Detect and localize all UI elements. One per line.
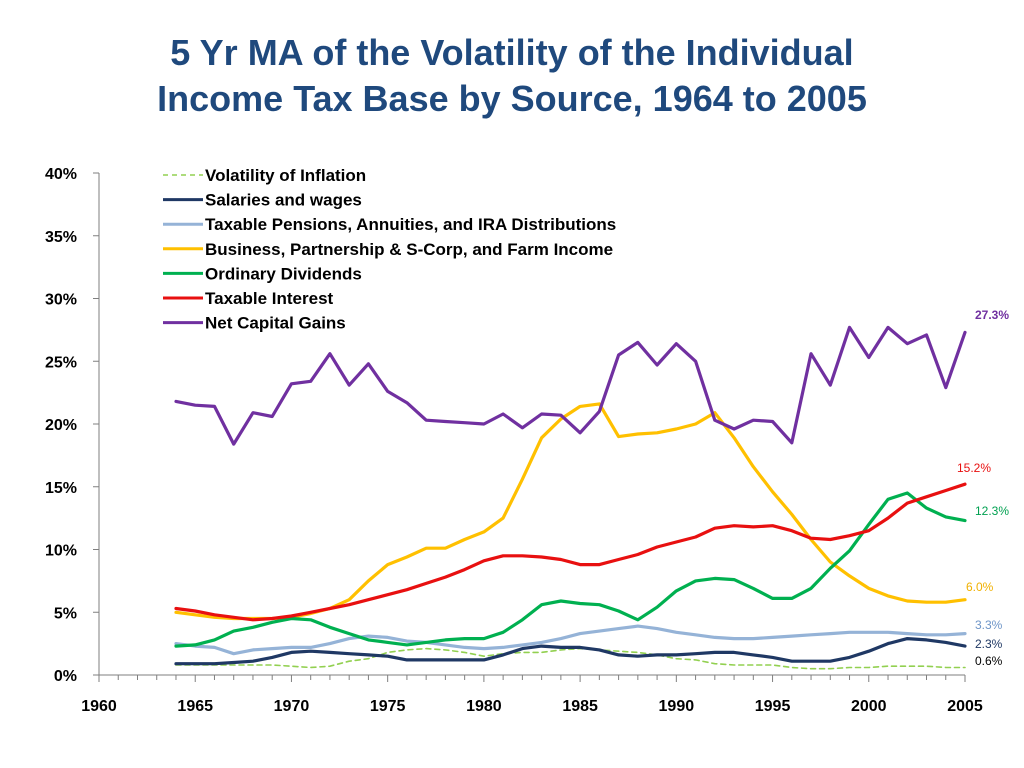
- y-tick-label: 0%: [54, 668, 77, 685]
- x-tick-label: 1975: [370, 698, 406, 715]
- x-tick-label: 1985: [562, 698, 598, 715]
- series-line-1: [174, 636, 967, 666]
- legend-label: Net Capital Gains: [205, 314, 346, 333]
- series-layer: [174, 325, 967, 670]
- series-end-label: 0.6%: [975, 654, 1003, 668]
- x-tick-label: 1995: [755, 698, 791, 715]
- x-tick-label: 1980: [466, 698, 502, 715]
- series-line-2: [174, 624, 967, 656]
- chart-legend: Volatility of Inflation Salaries and wage…: [163, 166, 616, 333]
- series-line-0: [175, 647, 966, 670]
- legend-item: Taxable Interest: [163, 289, 334, 308]
- legend-label: Taxable Pensions, Annuities, and IRA Dis…: [205, 215, 616, 234]
- y-tick-label: 15%: [45, 480, 77, 497]
- series-end-label: 3.3%: [975, 618, 1003, 632]
- chart-title-line-2: Income Tax Base by Source, 1964 to 2005: [157, 78, 867, 119]
- legend-label: Salaries and wages: [205, 191, 362, 210]
- end-labels: 0.6% 2.3% 3.3% 6.0% 12.3% 15.2% 27.3%: [957, 308, 1009, 668]
- y-tick-label: 20%: [45, 417, 77, 434]
- chart-title: 5 Yr MA of the Volatility of the Individ…: [0, 30, 1024, 122]
- series-end-label: 2.3%: [975, 637, 1003, 651]
- series-end-label: 15.2%: [957, 461, 991, 475]
- y-tick-label: 35%: [45, 229, 77, 246]
- x-tick-label: 1960: [81, 698, 117, 715]
- series-end-label: 6.0%: [966, 580, 994, 594]
- x-tick-label: 2005: [947, 698, 983, 715]
- chart-title-line-1: 5 Yr MA of the Volatility of the Individ…: [170, 32, 854, 73]
- series-line-3: [174, 402, 967, 621]
- series-line-5: [174, 482, 967, 622]
- legend-item: Volatility of Inflation: [163, 166, 366, 185]
- x-tick-label: 1965: [177, 698, 213, 715]
- legend-item: Taxable Pensions, Annuities, and IRA Dis…: [163, 215, 616, 234]
- legend-item: Business, Partnership & S-Corp, and Farm…: [163, 240, 613, 259]
- legend-label: Volatility of Inflation: [205, 166, 366, 185]
- y-tick-label: 5%: [54, 605, 77, 622]
- y-tick-label: 40%: [45, 166, 77, 183]
- x-tick-label: 1970: [274, 698, 310, 715]
- x-tick-label: 1990: [659, 698, 695, 715]
- y-tick-label: 25%: [45, 354, 77, 371]
- legend-item: Salaries and wages: [163, 191, 362, 210]
- series-end-label: 27.3%: [975, 308, 1009, 322]
- series-line-6: [174, 325, 967, 446]
- x-tick-label: 2000: [851, 698, 887, 715]
- chart-axes: 0% 5% 10% 15% 20% 25% 30% 35% 40% 1960 1965 1970 197…: [45, 166, 983, 715]
- y-tick-label: 30%: [45, 292, 77, 309]
- legend-label: Taxable Interest: [205, 289, 334, 308]
- y-tick-label: 10%: [45, 543, 77, 560]
- series-end-label: 12.3%: [975, 504, 1009, 518]
- legend-item: Net Capital Gains: [163, 314, 346, 333]
- series-line-4: [174, 491, 967, 648]
- legend-item: Ordinary Dividends: [163, 264, 362, 283]
- legend-label: Business, Partnership & S-Corp, and Farm…: [205, 240, 613, 259]
- legend-label: Ordinary Dividends: [205, 264, 362, 283]
